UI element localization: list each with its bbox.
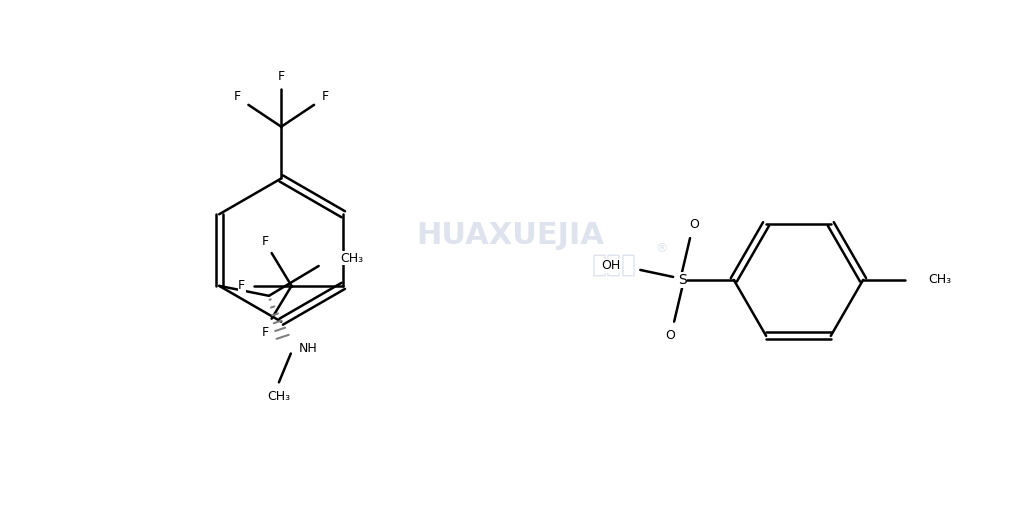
Text: CH₃: CH₃ <box>340 252 364 265</box>
Text: F: F <box>262 235 269 248</box>
Text: O: O <box>689 218 698 231</box>
Text: S: S <box>677 273 686 287</box>
Text: O: O <box>664 329 675 342</box>
Text: F: F <box>238 279 246 292</box>
Text: 化学加: 化学加 <box>591 253 636 277</box>
Text: CH₃: CH₃ <box>927 274 950 287</box>
Text: CH₃: CH₃ <box>267 390 290 403</box>
Text: F: F <box>277 71 284 84</box>
Text: F: F <box>262 326 269 339</box>
Text: F: F <box>233 90 240 103</box>
Text: OH: OH <box>600 259 620 272</box>
Text: F: F <box>321 90 328 103</box>
Text: ®: ® <box>654 242 666 255</box>
Text: NH: NH <box>299 342 317 355</box>
Text: HUAXUEJIA: HUAXUEJIA <box>416 220 603 250</box>
